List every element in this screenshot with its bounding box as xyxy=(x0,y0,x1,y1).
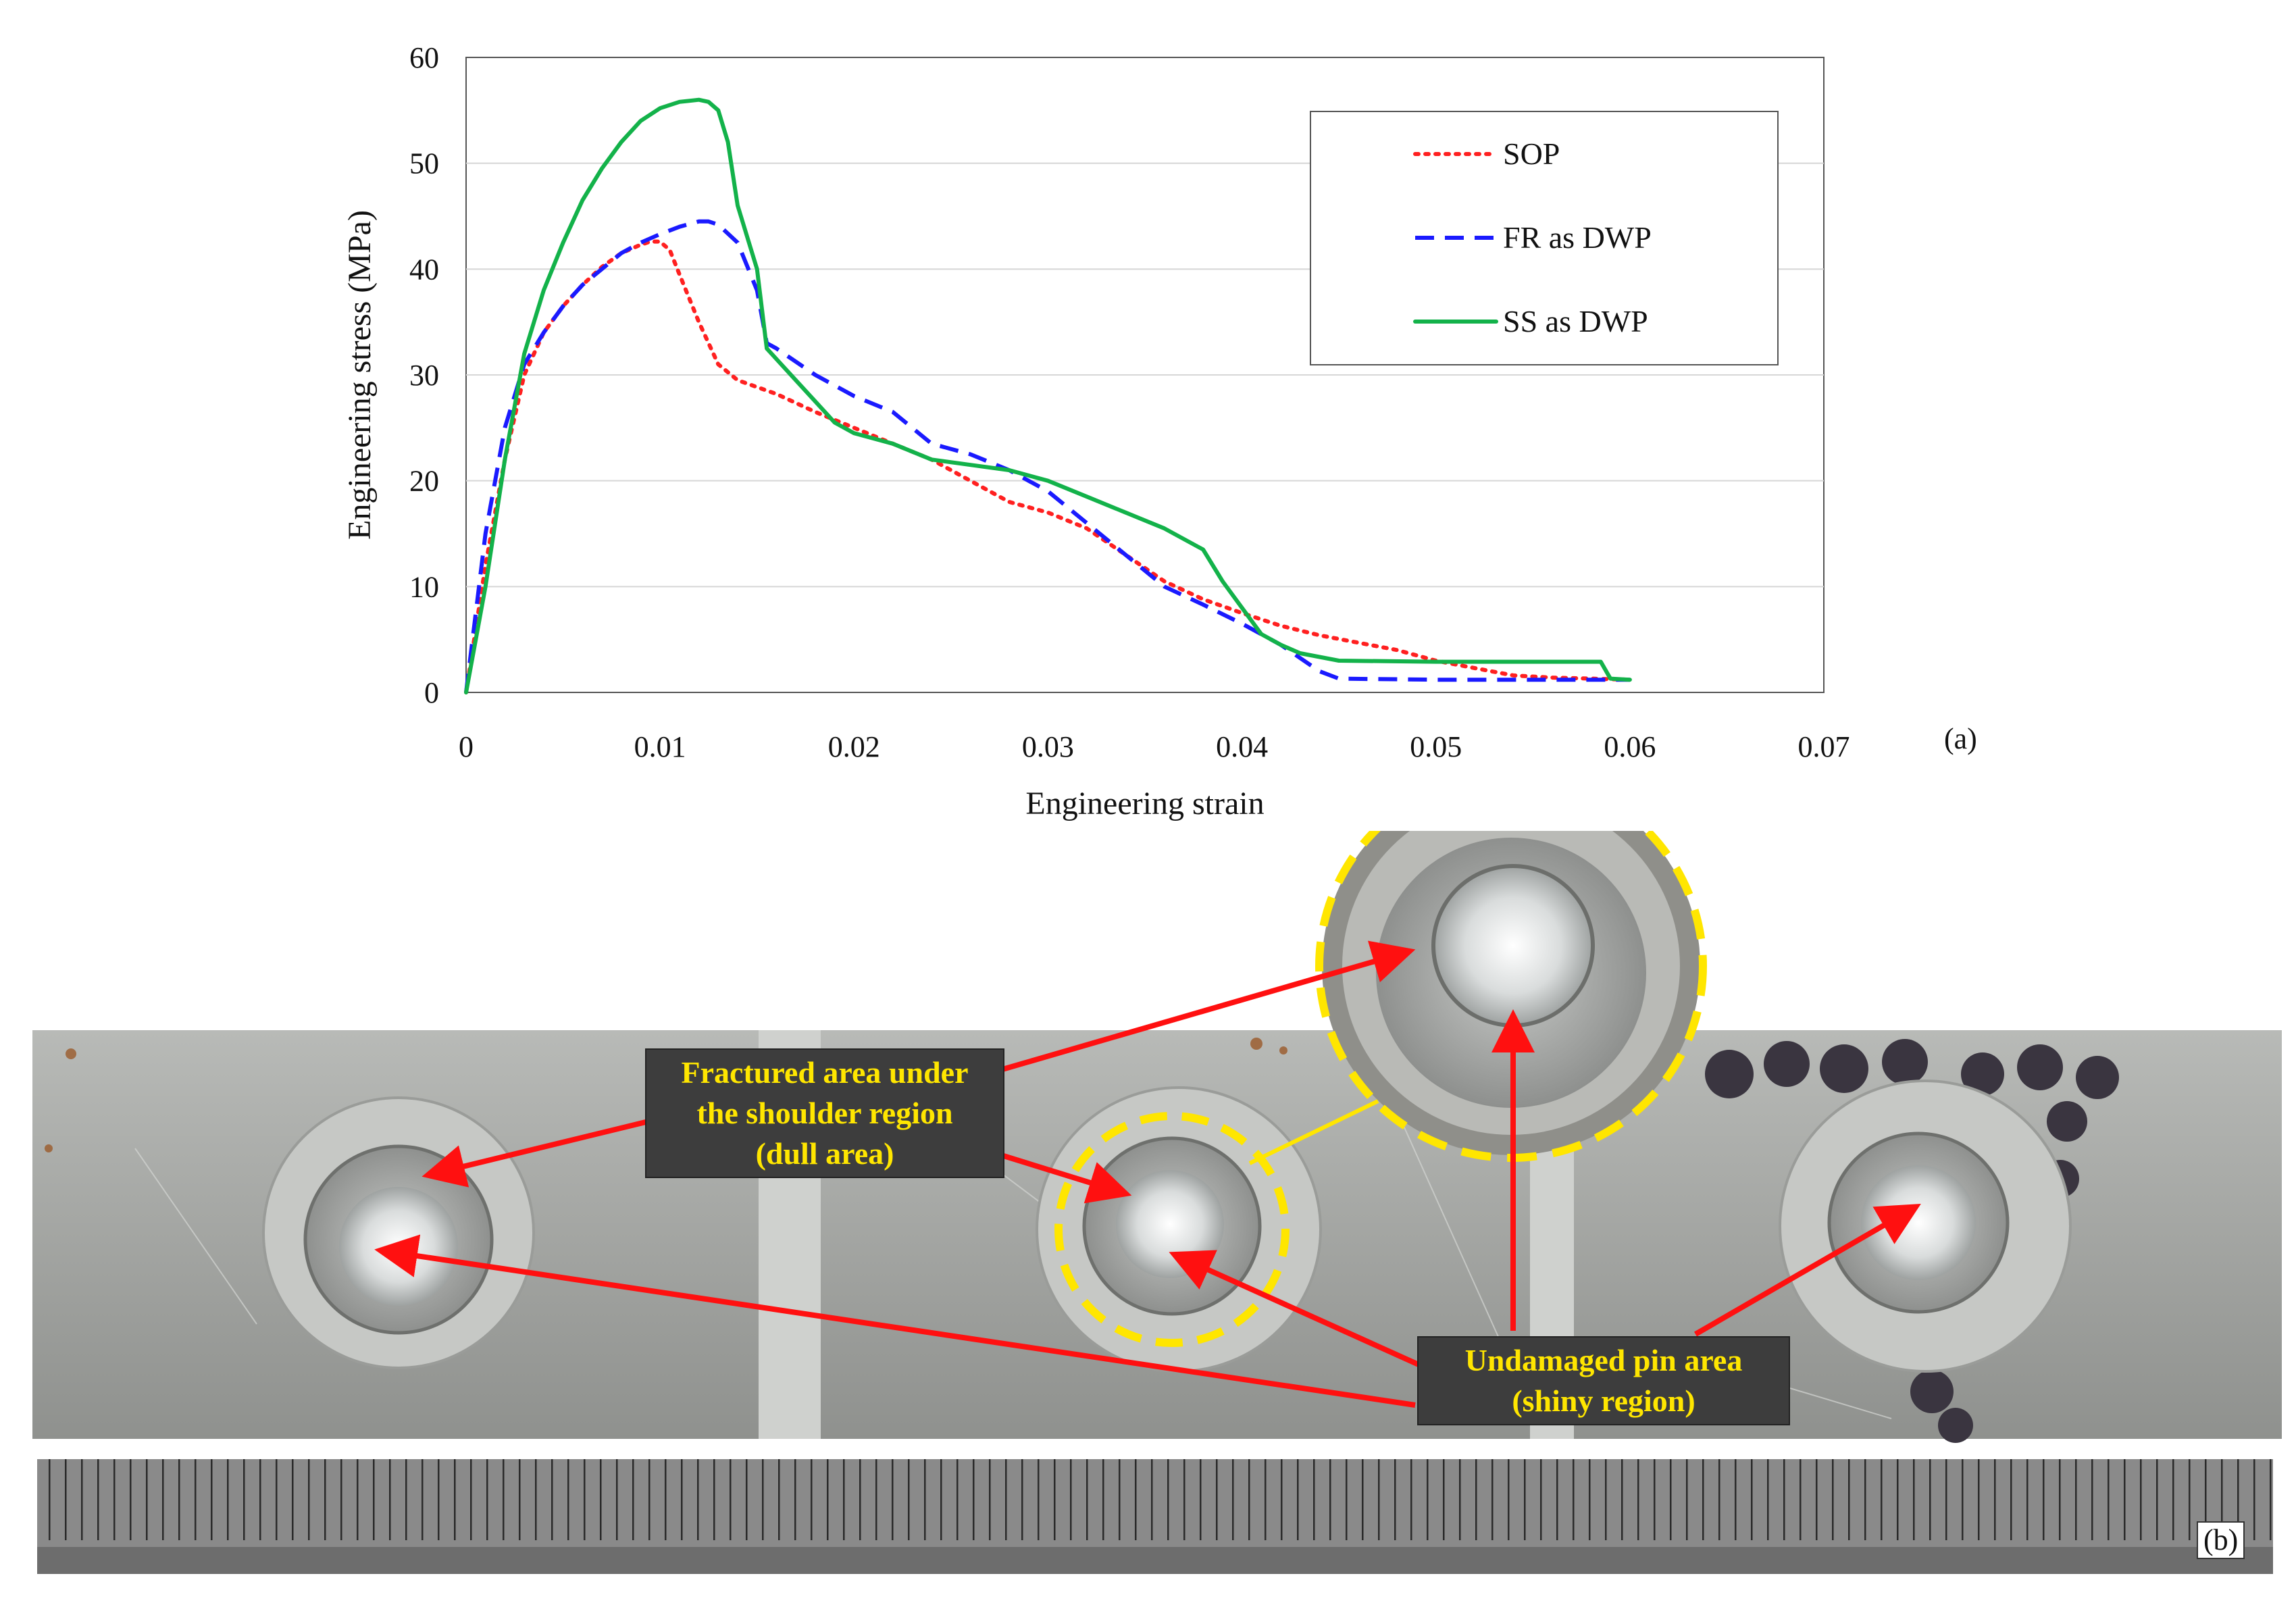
legend: SOP FR as DWP SS as DWP xyxy=(1310,111,1779,365)
callout-fracture-line2: the shoulder region xyxy=(696,1096,953,1130)
callout-fracture-line1: Fractured area under xyxy=(681,1055,969,1090)
highlight-circle-small xyxy=(1054,1112,1290,1347)
callout-pin-line2: (shiny region) xyxy=(1512,1383,1695,1418)
y-tick-label: 10 xyxy=(409,570,439,603)
series-line-ss-as-dwp xyxy=(464,97,1632,694)
callout-undamaged-pin: Undamaged pin area (shiny region) xyxy=(1417,1336,1790,1425)
y-tick-label: 50 xyxy=(409,147,439,180)
arrow-pin-right xyxy=(1693,1203,1921,1337)
x-tick-label: 0.02 xyxy=(828,730,880,763)
y-tick-label: 40 xyxy=(409,253,439,286)
y-tick-label: 0 xyxy=(424,676,439,709)
callout-fractured-area: Fractured area under the shoulder region… xyxy=(645,1048,1004,1178)
x-tick-labels: 0 0.01 0.02 0.03 0.04 0.05 0.06 0.07 xyxy=(459,730,1850,763)
panel-a-tag: (a) xyxy=(1944,722,1977,755)
zoomed-inset xyxy=(1315,831,1707,1162)
x-tick-label: 0.01 xyxy=(634,730,686,763)
x-tick-label: 0 xyxy=(459,730,474,763)
x-tick-label: 0.03 xyxy=(1022,730,1074,763)
arrow-pin-middle xyxy=(1169,1250,1420,1367)
arrow-pin-left xyxy=(374,1234,1416,1408)
series-line-fr-as-dwp xyxy=(464,219,1630,693)
weld-specimen-1 xyxy=(262,1096,535,1369)
x-tick-label: 0.07 xyxy=(1798,730,1850,763)
x-axis-title: Engineering strain xyxy=(1025,786,1264,821)
legend-label-sop: SOP xyxy=(1503,136,1560,171)
arrow-fracture-left xyxy=(422,1119,649,1188)
legend-label-ss-as-dwp: SS as DWP xyxy=(1503,304,1648,338)
x-tick-label: 0.04 xyxy=(1216,730,1268,763)
y-tick-label: 30 xyxy=(409,359,439,392)
x-tick-label: 0.05 xyxy=(1410,730,1462,763)
legend-box xyxy=(1310,111,1779,365)
panel-b-tag: (b) xyxy=(2197,1521,2245,1559)
inset-connector-left xyxy=(1248,1099,1379,1165)
series-layer xyxy=(464,97,1632,694)
y-tick-labels: 0 10 20 30 40 50 60 xyxy=(409,41,439,709)
legend-label-fr-as-dwp: FR as DWP xyxy=(1503,220,1652,255)
y-axis-title: Engineering stress (MPa) xyxy=(342,210,378,540)
callout-pin-line1: Undamaged pin area xyxy=(1464,1343,1743,1377)
callout-fracture-line3: (dull area) xyxy=(755,1136,894,1171)
rust-spots xyxy=(45,1038,1287,1152)
x-tick-label: 0.06 xyxy=(1604,730,1656,763)
ruler xyxy=(37,1459,2273,1574)
specimen-photo xyxy=(32,831,2282,1574)
arrow-fracture-inset xyxy=(985,940,1416,1077)
weld-specimen-2 xyxy=(1036,1086,1322,1373)
weld-specimen-3 xyxy=(1779,1079,2072,1373)
y-tick-label: 60 xyxy=(409,41,439,74)
y-tick-label: 20 xyxy=(409,465,439,498)
